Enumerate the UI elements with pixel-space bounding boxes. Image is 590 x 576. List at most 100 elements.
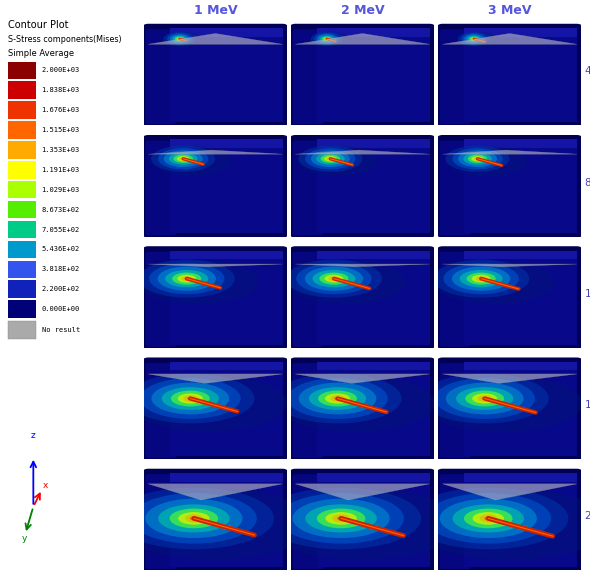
FancyBboxPatch shape [293,29,324,124]
Ellipse shape [461,33,487,45]
Ellipse shape [433,260,529,298]
FancyBboxPatch shape [437,358,582,460]
Ellipse shape [182,276,192,281]
Ellipse shape [498,520,513,526]
Polygon shape [442,33,577,44]
Ellipse shape [452,267,510,291]
Title: 1 MeV: 1 MeV [194,4,237,17]
Ellipse shape [187,397,194,400]
Ellipse shape [340,161,345,163]
Ellipse shape [158,267,216,291]
Ellipse shape [149,263,224,294]
Bar [8,221,36,238]
Ellipse shape [180,157,186,161]
Text: 8.673E+02: 8.673E+02 [42,207,80,213]
Polygon shape [442,484,577,500]
Ellipse shape [201,282,208,285]
Ellipse shape [287,378,388,419]
Bar [8,241,36,258]
Ellipse shape [184,278,189,280]
Ellipse shape [350,520,365,526]
Polygon shape [464,473,577,482]
FancyBboxPatch shape [290,358,435,460]
Ellipse shape [114,487,274,550]
Polygon shape [169,365,283,456]
Polygon shape [317,476,430,567]
Ellipse shape [324,275,343,282]
Ellipse shape [184,40,186,41]
Text: z: z [31,431,36,441]
Ellipse shape [444,263,519,294]
Ellipse shape [535,531,545,535]
Polygon shape [464,143,577,233]
Ellipse shape [178,393,203,404]
Ellipse shape [139,260,235,298]
FancyBboxPatch shape [440,474,471,569]
Ellipse shape [330,396,345,401]
Ellipse shape [305,267,363,291]
Ellipse shape [332,278,336,280]
Ellipse shape [327,157,334,160]
Ellipse shape [460,270,503,287]
Ellipse shape [421,374,549,423]
Polygon shape [464,251,577,259]
Polygon shape [317,473,430,482]
Ellipse shape [298,146,378,176]
Ellipse shape [471,275,490,282]
Ellipse shape [453,505,524,532]
Text: 2.200E+02: 2.200E+02 [42,286,80,292]
Text: 1200 nm: 1200 nm [585,289,590,299]
FancyBboxPatch shape [290,135,435,237]
Text: 2000 nm: 2000 nm [585,511,590,521]
Ellipse shape [464,35,484,43]
Ellipse shape [472,393,497,404]
Ellipse shape [458,32,498,48]
Polygon shape [169,139,283,148]
Text: 1.515E+03: 1.515E+03 [42,127,80,133]
Polygon shape [169,28,283,37]
Ellipse shape [165,270,208,287]
Ellipse shape [495,164,499,165]
Ellipse shape [360,286,365,287]
Ellipse shape [177,156,189,161]
Ellipse shape [456,387,513,410]
Ellipse shape [151,146,215,172]
Ellipse shape [467,36,481,42]
Polygon shape [148,264,283,267]
Polygon shape [148,33,283,44]
Bar [8,141,36,158]
Ellipse shape [190,517,198,520]
Ellipse shape [178,512,209,525]
Ellipse shape [167,33,192,45]
Ellipse shape [333,159,339,161]
Ellipse shape [318,391,357,407]
Ellipse shape [327,157,334,161]
FancyBboxPatch shape [440,252,471,347]
Ellipse shape [182,39,185,40]
Ellipse shape [477,396,492,401]
Ellipse shape [325,38,329,40]
Text: 400 nm: 400 nm [585,66,590,76]
Ellipse shape [198,162,201,164]
Text: 0.000E+00: 0.000E+00 [42,306,80,312]
Ellipse shape [172,36,187,42]
Ellipse shape [373,408,381,411]
Ellipse shape [445,146,510,172]
Ellipse shape [327,39,330,40]
Polygon shape [169,473,283,482]
Polygon shape [169,31,283,122]
FancyBboxPatch shape [440,141,471,236]
Ellipse shape [162,32,202,48]
Title: 3 MeV: 3 MeV [488,4,532,17]
Ellipse shape [330,40,333,41]
FancyBboxPatch shape [437,469,582,571]
FancyBboxPatch shape [142,358,289,460]
Ellipse shape [310,32,350,48]
Ellipse shape [325,38,329,40]
FancyBboxPatch shape [293,363,324,458]
Bar [8,121,36,139]
Ellipse shape [185,514,202,522]
Polygon shape [169,254,283,344]
Bar [8,201,36,218]
Ellipse shape [478,40,481,41]
